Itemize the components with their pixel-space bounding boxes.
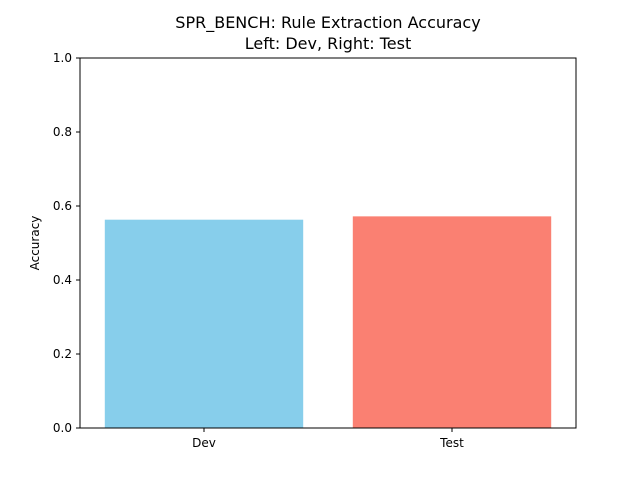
plot-frame <box>79 57 577 429</box>
y-tick-label: 0.4 <box>53 273 72 287</box>
y-tick-label: 0.0 <box>53 421 72 435</box>
x-axis-ticks: Dev Test <box>192 428 464 450</box>
y-tick-label: 0.6 <box>53 199 72 213</box>
y-tick-label: 1.0 <box>53 51 72 65</box>
bars-layer <box>104 216 552 428</box>
y-tick-label: 0.2 <box>53 347 72 361</box>
y-axis-ticks: 0.0 0.2 0.4 0.6 0.8 1.0 <box>53 51 80 435</box>
bar-dev <box>104 219 304 428</box>
x-tick-label-test: Test <box>439 436 464 450</box>
y-tick-label: 0.8 <box>53 125 72 139</box>
chart-title: SPR_BENCH: Rule Extraction Accuracy <box>175 13 480 33</box>
bar-test <box>352 216 552 428</box>
y-axis-label: Accuracy <box>28 216 42 271</box>
chart-subtitle: Left: Dev, Right: Test <box>245 34 412 53</box>
x-tick-label-dev: Dev <box>192 436 216 450</box>
